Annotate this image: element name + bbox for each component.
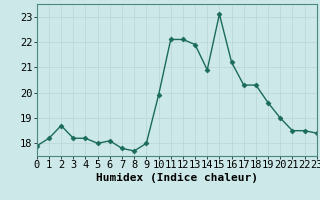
X-axis label: Humidex (Indice chaleur): Humidex (Indice chaleur) (96, 173, 258, 183)
